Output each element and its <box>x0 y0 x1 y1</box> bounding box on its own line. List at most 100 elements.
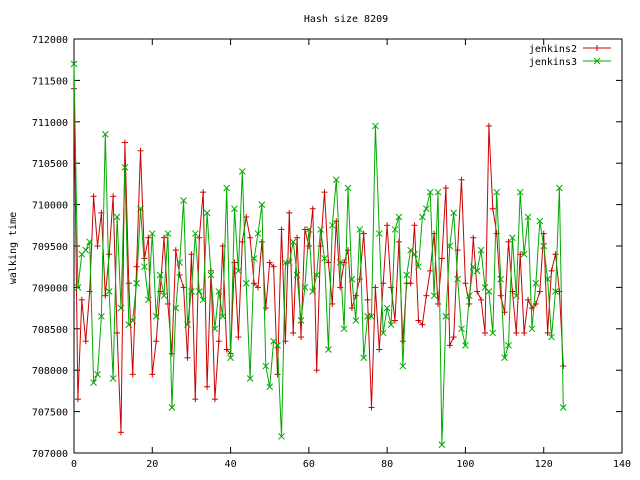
plot-frame <box>73 38 623 454</box>
series-line-jenkins2 <box>73 88 564 433</box>
data-point-jenkins2 <box>552 251 559 258</box>
data-point-jenkins2 <box>395 238 402 245</box>
data-point-jenkins3 <box>556 184 563 192</box>
data-point-jenkins2 <box>78 296 85 303</box>
y-tick-label: 711000 <box>32 118 68 129</box>
data-point-jenkins3 <box>454 275 461 283</box>
data-point-jenkins3 <box>246 375 254 382</box>
data-point-jenkins3 <box>121 163 129 171</box>
data-point-jenkins2 <box>286 209 293 216</box>
data-point-jenkins3 <box>544 275 551 283</box>
data-point-jenkins2 <box>497 292 504 299</box>
data-point-jenkins2 <box>180 284 187 291</box>
data-point-jenkins3 <box>219 313 227 320</box>
data-point-jenkins2 <box>82 338 89 345</box>
data-point-jenkins2 <box>513 329 520 336</box>
data-point-jenkins3 <box>113 213 121 221</box>
data-point-jenkins2 <box>231 259 238 266</box>
data-point-jenkins3 <box>82 246 90 254</box>
data-point-jenkins2 <box>200 189 207 196</box>
data-point-jenkins3 <box>552 288 559 295</box>
data-point-jenkins3 <box>520 250 528 258</box>
data-point-jenkins3 <box>254 230 262 237</box>
data-point-jenkins2 <box>391 317 398 324</box>
data-point-jenkins2 <box>258 238 265 245</box>
data-point-jenkins2 <box>309 205 316 212</box>
data-point-jenkins3 <box>387 321 395 329</box>
data-point-jenkins2 <box>184 354 191 361</box>
axis-ticks: 0 20 40 60 80 100 120 140 707000 707500 708000 7085… <box>32 35 631 470</box>
data-point-jenkins3 <box>375 230 383 237</box>
data-point-jenkins2 <box>153 338 160 345</box>
legend-label: jenkins3 <box>529 57 577 68</box>
data-point-jenkins2 <box>411 222 418 229</box>
data-point-jenkins2 <box>372 284 379 291</box>
data-point-jenkins2 <box>521 329 528 336</box>
data-point-jenkins2 <box>560 363 567 370</box>
data-point-jenkins3 <box>509 234 516 242</box>
data-point-jenkins3 <box>266 383 274 391</box>
data-point-jenkins2 <box>125 280 132 287</box>
data-point-jenkins3 <box>548 333 555 341</box>
data-point-jenkins2 <box>106 251 113 258</box>
data-point-jenkins2 <box>161 234 168 241</box>
data-point-jenkins3 <box>438 441 446 449</box>
data-point-jenkins2 <box>544 329 551 336</box>
chart-title: Hash size 8209 <box>304 14 388 25</box>
data-point-jenkins3 <box>168 404 176 411</box>
data-point-jenkins3 <box>274 342 281 349</box>
data-point-jenkins2 <box>117 429 124 436</box>
data-point-jenkins3 <box>426 188 434 196</box>
data-point-jenkins2 <box>446 342 453 349</box>
x-tick-label: 0 <box>71 459 77 470</box>
data-point-jenkins3 <box>344 184 352 192</box>
data-point-jenkins2 <box>204 383 211 390</box>
data-point-jenkins3 <box>391 226 399 233</box>
data-point-jenkins3 <box>184 321 191 329</box>
data-point-jenkins2 <box>337 284 344 291</box>
data-point-jenkins3 <box>465 292 473 300</box>
data-point-jenkins3 <box>485 288 493 295</box>
data-point-jenkins3 <box>148 230 156 237</box>
data-point-jenkins2 <box>548 267 555 274</box>
data-point-jenkins2 <box>321 189 328 196</box>
data-point-jenkins3 <box>262 362 270 370</box>
data-point-jenkins3 <box>528 325 536 333</box>
data-point-jenkins2 <box>121 139 128 146</box>
data-point-jenkins2 <box>415 317 422 324</box>
data-point-jenkins3 <box>309 288 317 295</box>
x-tick-label: 100 <box>456 459 474 470</box>
data-point-jenkins3 <box>293 271 301 279</box>
data-point-jenkins2 <box>223 346 230 353</box>
data-point-jenkins2 <box>114 329 121 336</box>
data-point-jenkins2 <box>462 280 469 287</box>
data-point-jenkins3 <box>383 304 391 312</box>
data-point-jenkins3 <box>105 288 113 295</box>
data-point-jenkins3 <box>352 317 360 324</box>
data-point-jenkins3 <box>94 370 101 378</box>
y-tick-label: 707500 <box>32 408 68 419</box>
data-point-jenkins3 <box>203 209 211 217</box>
data-point-jenkins2 <box>102 292 109 299</box>
data-point-jenkins2 <box>348 305 355 312</box>
data-point-jenkins2 <box>313 367 320 374</box>
data-point-jenkins3 <box>536 217 544 225</box>
data-point-jenkins2 <box>458 176 465 183</box>
data-point-jenkins2 <box>294 234 301 241</box>
data-point-jenkins3 <box>172 304 180 312</box>
data-point-jenkins2 <box>278 226 285 233</box>
data-point-jenkins2 <box>329 300 336 307</box>
data-point-jenkins2 <box>211 396 218 403</box>
y-tick-label: 708500 <box>32 325 68 336</box>
data-point-jenkins2 <box>368 404 375 411</box>
data-point-jenkins2 <box>360 230 367 237</box>
data-point-jenkins3 <box>223 184 231 192</box>
data-point-jenkins3 <box>227 354 234 362</box>
data-point-jenkins2 <box>129 371 136 378</box>
y-tick-label: 708000 <box>32 366 68 377</box>
data-point-jenkins3 <box>430 292 438 300</box>
legend: jenkins2 jenkins3 <box>529 44 611 68</box>
data-point-jenkins3 <box>301 284 309 291</box>
data-point-jenkins2 <box>149 371 156 378</box>
data-point-jenkins3 <box>180 197 187 204</box>
